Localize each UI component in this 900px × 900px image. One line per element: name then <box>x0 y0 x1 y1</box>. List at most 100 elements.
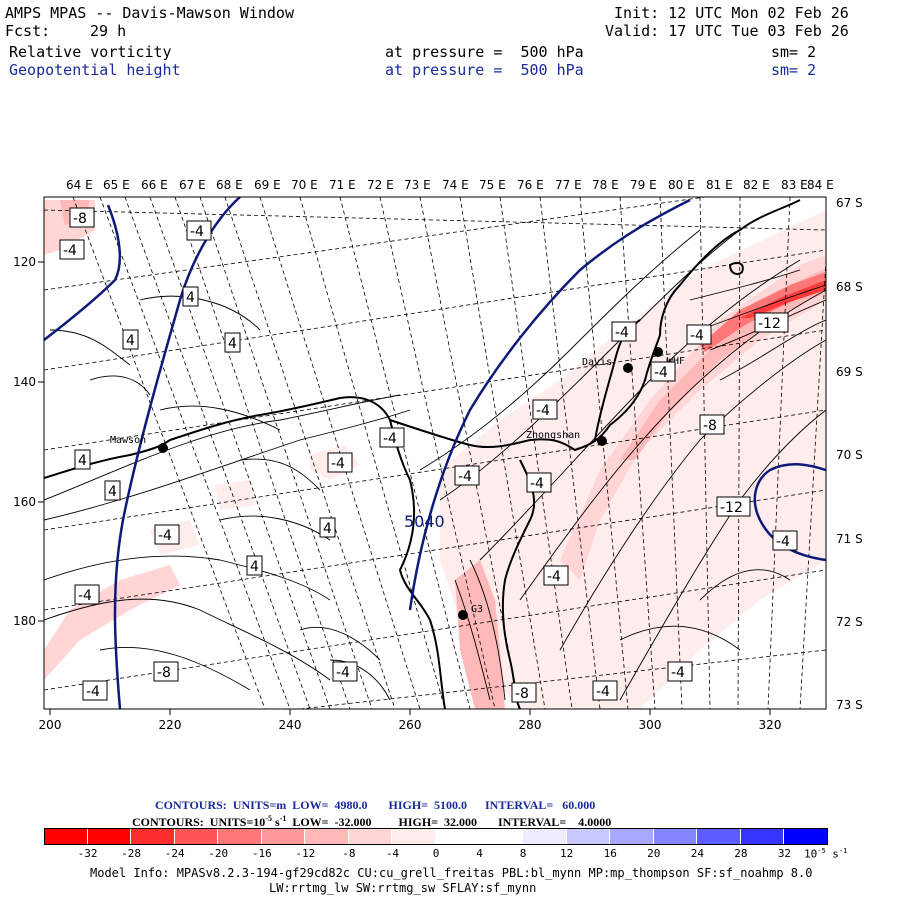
vorticity-label-text: -12 <box>758 316 781 332</box>
vorticity-label-text: -4 <box>536 403 550 419</box>
colorbar-value: -20 <box>208 847 229 860</box>
lon-label: 70 E <box>291 178 318 192</box>
init-time: Init: 12 UTC Mon 02 Feb 26 <box>614 4 849 22</box>
field2-level: at pressure = 500 hPa <box>385 61 584 79</box>
vorticity-label: -8 <box>511 682 537 703</box>
field1-smoothing: sm= 2 <box>771 43 817 61</box>
lat-label: 69 S <box>836 365 863 379</box>
lon-label: 81 E <box>706 178 733 192</box>
x-tick-labels: 200 220 240 260 280 300 320 <box>39 718 782 732</box>
vorticity-contours-info: CONTOURS: UNITS=10-5 s-1 LOW= -32.000 HI… <box>132 814 612 829</box>
vorticity-label: -4 <box>186 220 212 241</box>
vorticity-label: 4 <box>104 480 121 501</box>
vorticity-label-text: -4 <box>690 328 704 344</box>
right-latitude-labels: 67 S 68 S 69 S 70 S 71 S 72 S 73 S <box>836 196 863 712</box>
colorbar-cell <box>131 828 175 845</box>
vorticity-label-text: -12 <box>720 500 743 516</box>
colorbar-value: -28 <box>121 847 142 860</box>
lat-label: 70 S <box>836 448 863 462</box>
vorticity-label: -4 <box>667 661 693 682</box>
vorticity-label: -12 <box>716 496 751 517</box>
lon-label: 83 E <box>781 178 808 192</box>
plot-title: AMPS MPAS -- Davis-Mawson Window <box>5 4 294 22</box>
x-tick-label: 300 <box>639 718 662 732</box>
lon-label: 67 E <box>179 178 206 192</box>
vorticity-label: -4 <box>74 584 100 605</box>
vorticity-label: -4 <box>650 361 676 382</box>
axis-ticks <box>38 261 771 715</box>
station-g3-marker <box>458 610 468 620</box>
colorbar-cell <box>610 828 654 845</box>
vorticity-label-text: -4 <box>63 243 77 259</box>
vorticity-label: -4 <box>154 524 180 545</box>
y-tick-label: 120 <box>13 255 36 269</box>
colorbar-value: 4 <box>476 847 483 860</box>
vorticity-label-text: 4 <box>78 453 87 469</box>
colorbar-value: 24 <box>690 847 704 860</box>
lon-label: 82 E <box>743 178 770 192</box>
vorticity-label-text: -4 <box>547 569 561 585</box>
vorticity-label: 4 <box>224 332 241 353</box>
colorbar-value: -12 <box>295 847 316 860</box>
vorticity-label: -4 <box>772 530 798 551</box>
colorbar-cell <box>87 828 132 845</box>
vorticity-label: -4 <box>59 239 85 260</box>
station-label-g3: G3 <box>471 604 483 615</box>
station-label-davis: Davis <box>582 357 612 368</box>
vorticity-label: 4 <box>182 286 199 307</box>
x-tick-label: 220 <box>159 718 182 732</box>
vorticity-label: 4 <box>319 517 336 538</box>
vorticity-label-text: -8 <box>157 665 171 681</box>
vorticity-label: -4 <box>82 680 108 701</box>
x-tick-label: 240 <box>279 718 302 732</box>
vorticity-label-text: -4 <box>383 431 397 447</box>
vorticity-label: -4 <box>379 427 405 448</box>
colorbar-value: 16 <box>603 847 617 860</box>
station-label-zhongshan: Zhongshan <box>526 430 580 441</box>
lat-lon-grid <box>44 197 826 709</box>
vorticity-label-text: -8 <box>73 211 87 227</box>
lat-label: 67 S <box>836 196 863 210</box>
vorticity-label-text: -4 <box>776 534 790 550</box>
vorticity-label-text: 4 <box>186 290 195 306</box>
model-info: Model Info: MPASv8.2.3-194-gf29cd82c CU:… <box>90 866 813 880</box>
valid-time: Valid: 17 UTC Tue 03 Feb 26 <box>605 22 849 40</box>
vorticity-label: -4 <box>526 472 552 493</box>
height-contour-label: 5040 <box>404 512 445 531</box>
vorticity-label-text: -4 <box>654 365 668 381</box>
colorbar-cell <box>348 828 393 845</box>
colorbar-value: -24 <box>164 847 185 860</box>
vorticity-label: -8 <box>153 661 179 682</box>
vorticity-label: 4 <box>74 449 91 470</box>
vorticity-label: 4 <box>246 555 263 576</box>
lon-label: 66 E <box>141 178 168 192</box>
vorticity-label: -4 <box>532 399 558 420</box>
lon-label: 78 E <box>592 178 619 192</box>
colorbar-value: 0 <box>432 847 440 860</box>
vorticity-label: -4 <box>592 680 618 701</box>
vorticity-label-text: -4 <box>336 665 350 681</box>
x-tick-label: 280 <box>519 718 542 732</box>
lon-label: 74 E <box>442 178 469 192</box>
colorbar-value: 20 <box>647 847 661 860</box>
colorbar-cell <box>261 828 306 845</box>
colorbar-value: -4 <box>385 847 400 860</box>
forecast-hour: 29 h <box>90 22 127 40</box>
colorbar-cell <box>784 828 828 845</box>
field2-name: Geopotential height <box>9 61 181 79</box>
colorbar-cell <box>740 828 785 845</box>
colorbar-cell <box>523 828 567 845</box>
lon-label: 77 E <box>555 178 582 192</box>
vorticity-label-text: -8 <box>515 686 529 702</box>
vorticity-label-text: -4 <box>596 684 610 700</box>
top-longitude-labels: 64 E 65 E 66 E 67 E 68 E 69 E 70 E 71 E 72 E 73 E… <box>66 178 834 192</box>
lon-label: 79 E <box>630 178 657 192</box>
vorticity-label-text: -4 <box>530 476 544 492</box>
map-frame <box>43 196 827 710</box>
colorbar-value: 32 <box>777 847 792 860</box>
colorbar-value: -32 <box>77 847 98 860</box>
colorbar-cell <box>305 828 349 845</box>
vorticity-label: -8 <box>699 414 725 435</box>
x-tick-label: 260 <box>399 718 422 732</box>
